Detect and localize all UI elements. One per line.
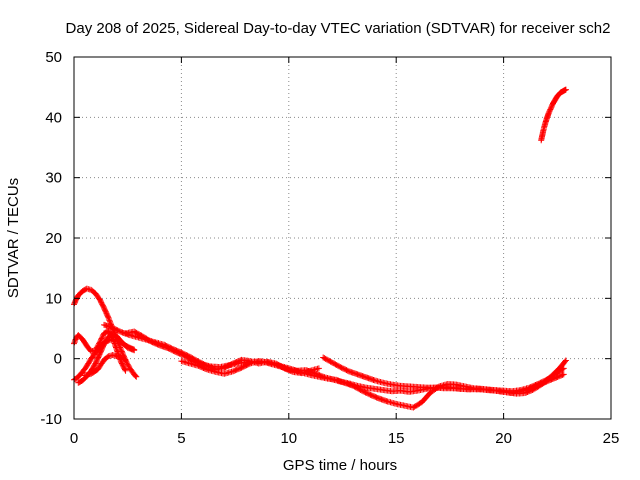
data-point (97, 338, 104, 345)
data-point (104, 354, 111, 361)
data-point (98, 335, 105, 342)
grid-lines (74, 57, 611, 419)
series-5 (81, 352, 129, 379)
data-point (121, 366, 128, 373)
x-tick-label: 0 (70, 430, 78, 447)
data-point (561, 358, 568, 365)
chart-title: Day 208 of 2025, Sidereal Day-to-day VTE… (66, 20, 611, 37)
data-point (93, 345, 100, 352)
y-tick-label: 50 (45, 49, 62, 66)
data-point (72, 337, 79, 344)
data-point (96, 340, 103, 347)
data-point (92, 347, 99, 354)
data-point (105, 314, 112, 321)
data-point (94, 343, 101, 350)
data-point (116, 353, 123, 360)
data-point (104, 313, 111, 320)
data-point (559, 371, 566, 378)
data-point (562, 357, 569, 364)
data-point (105, 315, 112, 322)
data-point (122, 356, 129, 363)
y-axis-label: SDTVAR / TECUs (5, 178, 22, 298)
data-point (124, 361, 131, 368)
data-point (559, 366, 566, 373)
data-point (125, 362, 132, 369)
series-10 (538, 86, 569, 144)
data-point (95, 341, 102, 348)
y-tick-label: 10 (45, 290, 62, 307)
x-axis-label: GPS time / hours (283, 457, 397, 474)
x-tick-label: 10 (280, 430, 297, 447)
y-tick-label: 40 (45, 109, 62, 126)
x-tick-label: 20 (495, 430, 512, 447)
data-point (315, 365, 322, 372)
y-tick-label: -10 (40, 411, 62, 428)
y-tick-label: 30 (45, 170, 62, 187)
data-point (118, 355, 125, 362)
data-point (119, 355, 126, 362)
axis-ticks: 0 5 10 15 20 25 -10 0 10 20 30 40 50 (40, 49, 619, 447)
data-point (133, 373, 140, 380)
data-point (132, 372, 139, 379)
data-point (562, 86, 569, 93)
y-tick-label: 0 (54, 351, 62, 368)
data-point (123, 360, 130, 367)
data-point (122, 367, 129, 374)
x-tick-label: 5 (177, 430, 185, 447)
y-tick-label: 20 (45, 230, 62, 247)
data-point (202, 366, 209, 373)
data-point (98, 336, 105, 343)
x-tick-label: 25 (603, 430, 620, 447)
data-point (560, 371, 567, 378)
data-point (99, 334, 106, 341)
data-point (131, 347, 138, 354)
data-series (71, 86, 569, 411)
data-point (106, 318, 113, 325)
series-3 (71, 327, 129, 374)
data-point (106, 317, 113, 324)
series-9 (320, 354, 567, 395)
data-point (560, 365, 567, 372)
x-tick-label: 15 (388, 430, 405, 447)
data-point (71, 339, 78, 346)
plot-frame (73, 56, 612, 420)
data-point (99, 332, 106, 339)
data-point (96, 339, 103, 346)
data-point (121, 356, 128, 363)
data-point (93, 344, 100, 351)
data-point (117, 354, 124, 361)
data-point (245, 361, 252, 368)
